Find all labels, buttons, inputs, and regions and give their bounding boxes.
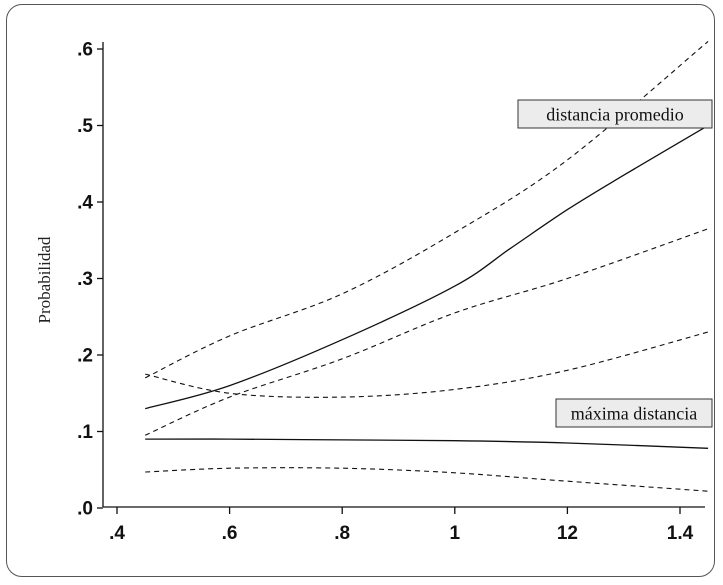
series-line-2 <box>144 228 709 436</box>
callout-distancia-promedio: distancia promedio <box>517 99 713 129</box>
callout-label: distancia promedio <box>546 104 683 124</box>
y-tick-label: .5 <box>77 116 93 137</box>
y-tick-label: .1 <box>77 422 93 443</box>
y-axis-title: Probabilidad <box>35 236 54 323</box>
callout-box <box>517 99 713 129</box>
series-line-0 <box>145 124 709 410</box>
series-group <box>144 40 709 492</box>
x-tick-label: 12 <box>557 523 578 544</box>
series-line-3 <box>145 438 709 449</box>
tick-group: .0 .1 .2 .3 .4 .5 .6 .4 .6 .8 1 12 1.4 <box>77 40 693 544</box>
callout-maxima-distancia: máxima distancia <box>555 398 713 428</box>
callout-box <box>555 398 713 428</box>
series-line-5 <box>145 467 709 492</box>
x-tick-label: .6 <box>222 523 238 544</box>
x-tick-label: .4 <box>109 523 125 544</box>
axes <box>102 42 705 508</box>
y-tick-label: .4 <box>77 193 93 214</box>
y-tick-label: .2 <box>77 346 93 367</box>
y-tick-label: .0 <box>77 499 93 520</box>
x-tick-label: .8 <box>334 523 350 544</box>
callout-label: máxima distancia <box>571 403 697 423</box>
x-tick-label: 1.4 <box>667 523 694 544</box>
y-tick-label: .3 <box>77 269 93 290</box>
series-line-4 <box>145 331 709 398</box>
x-tick-label: 1 <box>450 523 461 544</box>
y-tick-label: .6 <box>77 40 93 61</box>
series-line-1 <box>144 40 709 379</box>
